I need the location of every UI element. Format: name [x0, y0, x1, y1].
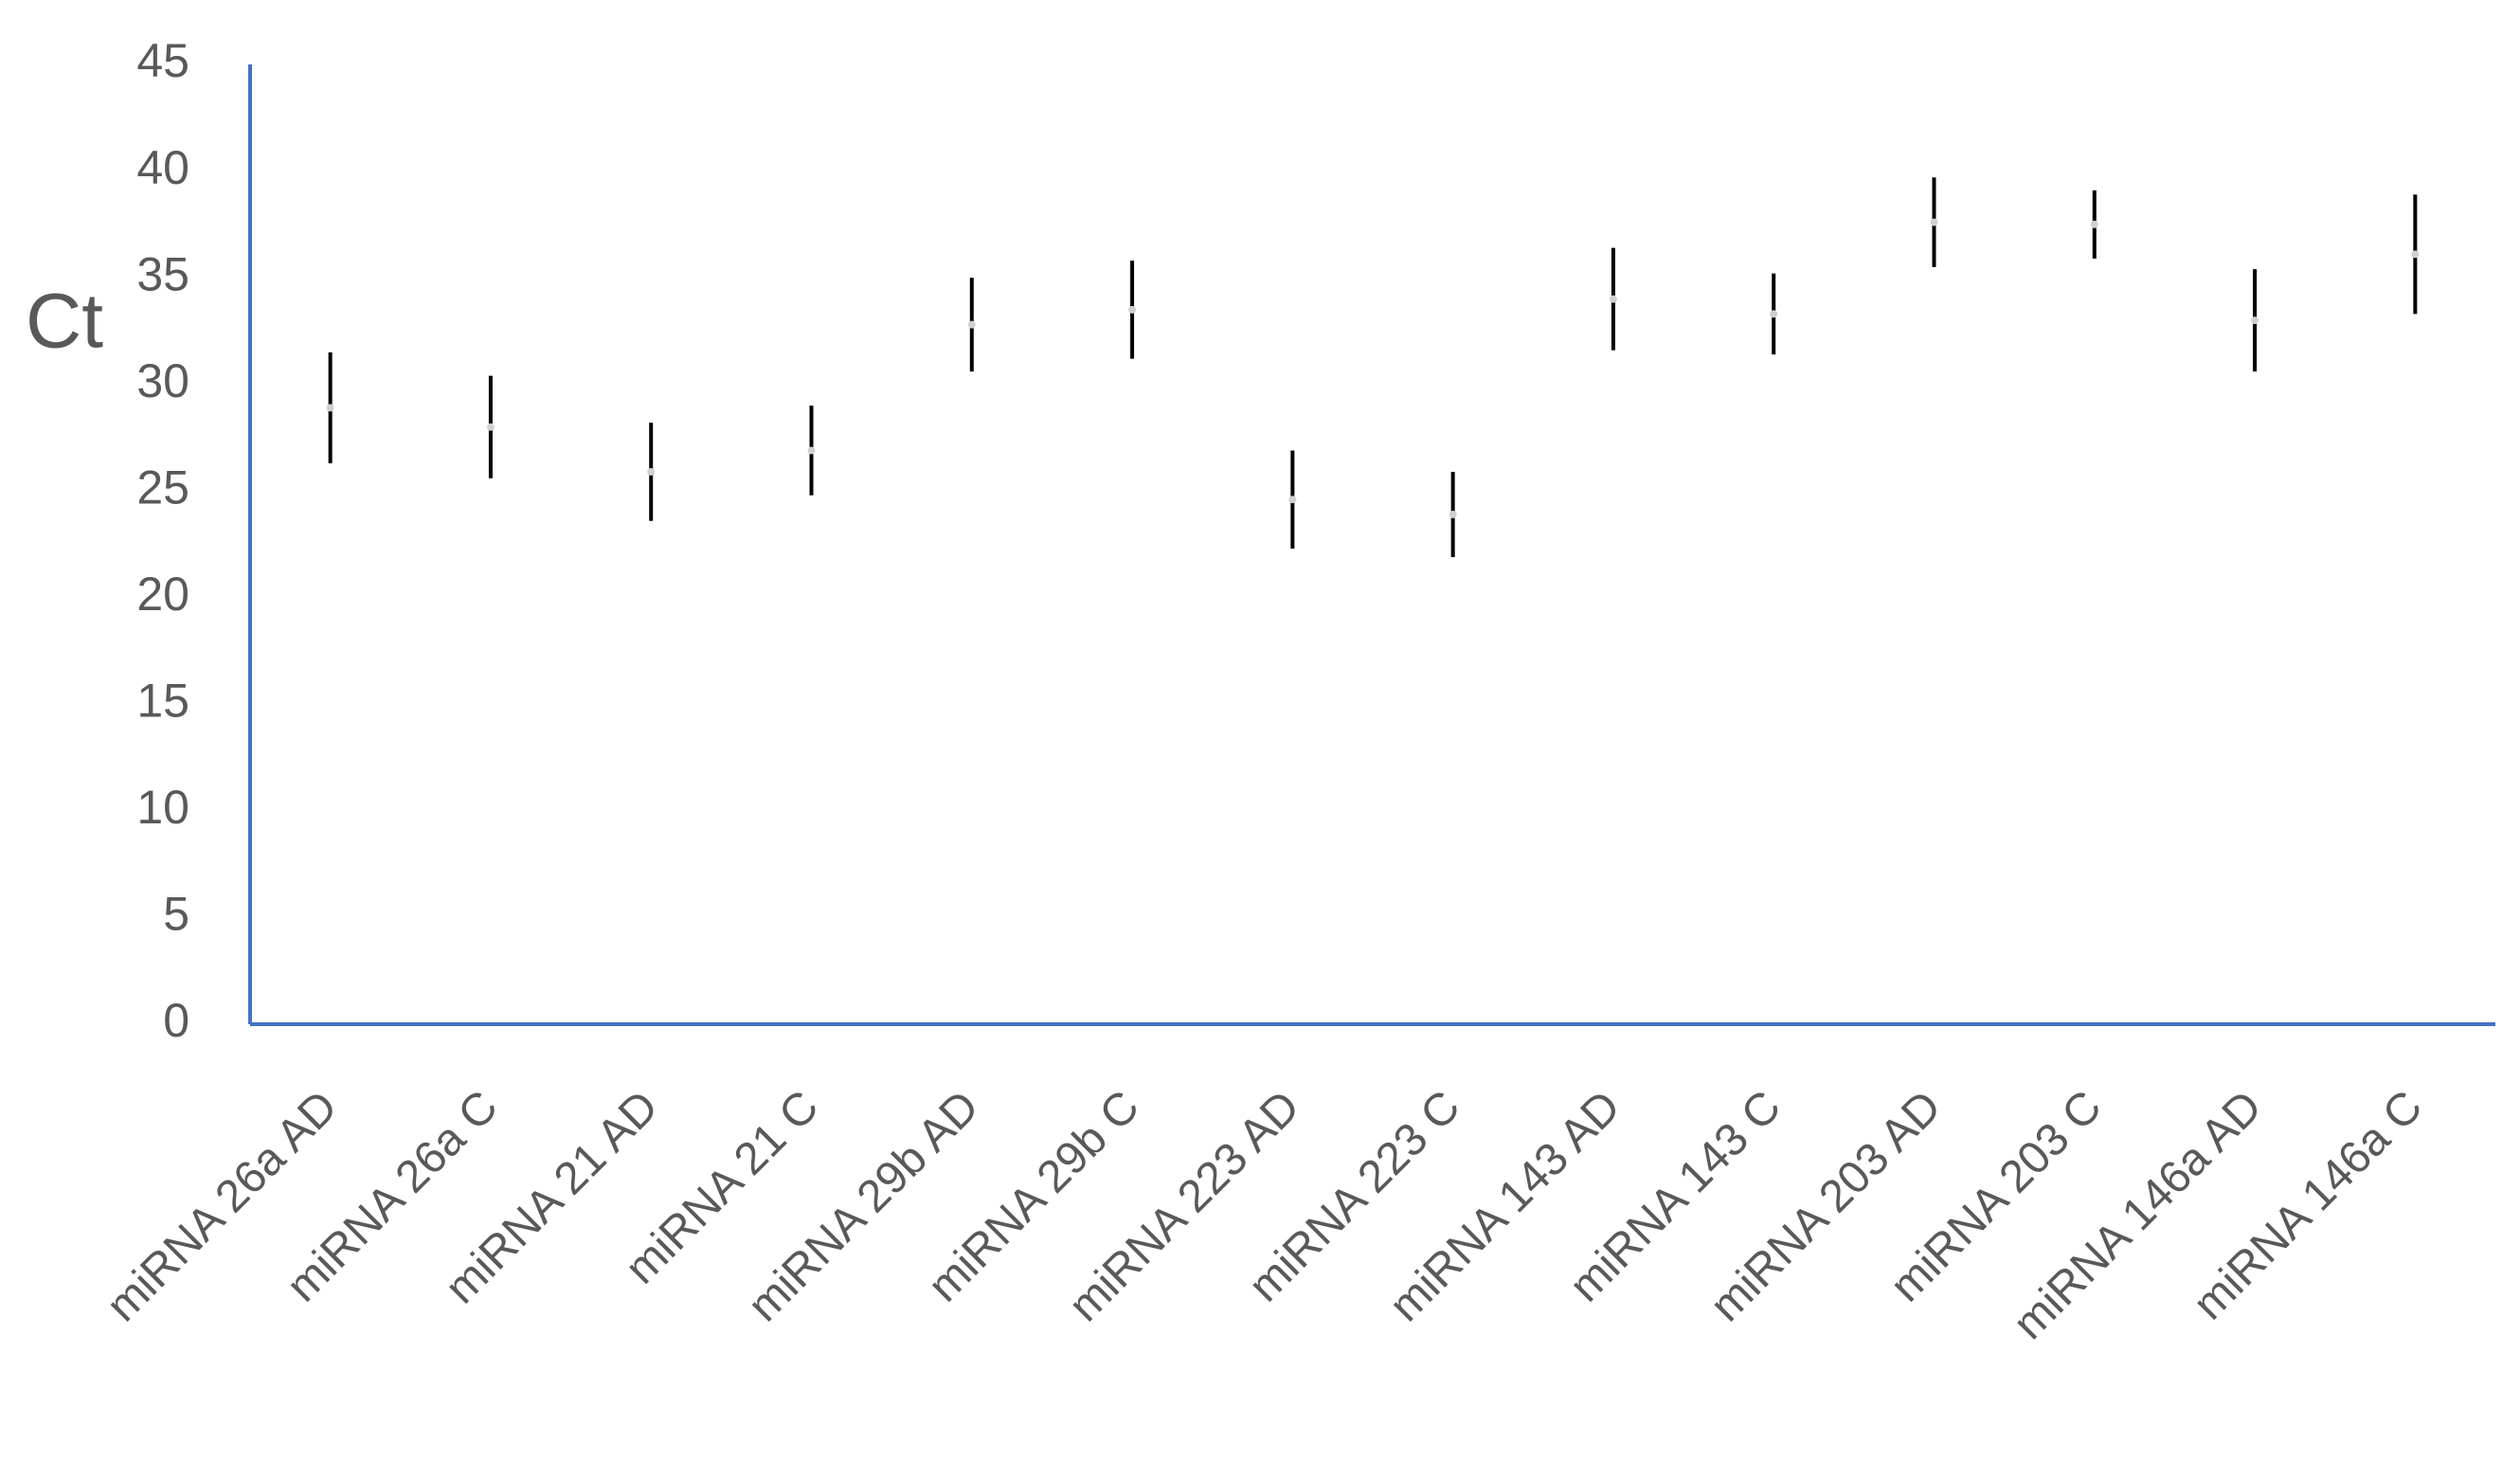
mean-point — [647, 467, 656, 476]
mean-point — [1770, 310, 1778, 318]
y-tick-label: 5 — [163, 888, 189, 941]
y-tick-label: 45 — [136, 34, 189, 87]
mean-point — [2251, 316, 2259, 325]
y-tick-label: 10 — [136, 781, 189, 834]
y-tick-label: 25 — [136, 460, 189, 514]
mean-point — [2090, 220, 2098, 228]
y-tick-label: 0 — [163, 994, 189, 1047]
mean-point — [1609, 295, 1617, 303]
mean-point — [1449, 510, 1457, 518]
y-tick-label: 20 — [136, 568, 189, 621]
mean-point — [1930, 218, 1938, 226]
y-tick-label: 15 — [136, 675, 189, 728]
mean-point — [2411, 250, 2420, 259]
mean-point — [1288, 496, 1297, 504]
y-tick-label: 30 — [136, 354, 189, 407]
y-axis-label: Ct — [26, 279, 103, 365]
mean-point — [1128, 305, 1137, 314]
y-tick-label: 35 — [136, 247, 189, 300]
mean-point — [486, 423, 495, 431]
y-tick-label: 40 — [136, 141, 189, 194]
mean-point — [967, 320, 976, 329]
mean-point — [326, 404, 334, 412]
mean-point — [807, 446, 816, 455]
